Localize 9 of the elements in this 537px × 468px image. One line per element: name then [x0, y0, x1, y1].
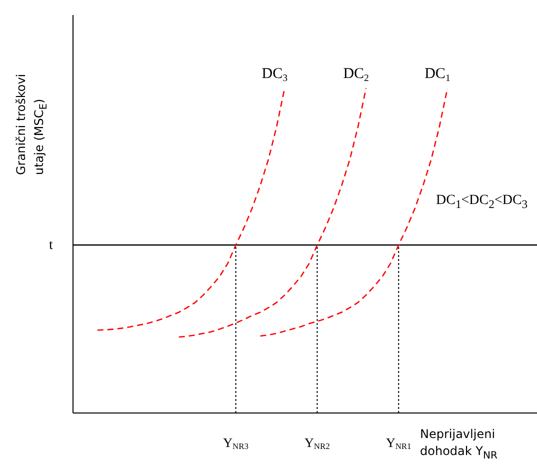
series-label: DC$_{3}$ — [262, 66, 288, 84]
annotation: DC$_{1}$<DC$_{2}$<DC$_{3}$ — [436, 193, 528, 211]
x-tick-label: Y$_{NR1}$ — [386, 435, 412, 451]
series-label: DC$_{2}$ — [343, 66, 370, 84]
x-axis-title: Neprijavljeni dohodak Y$_{NR}$ — [420, 426, 498, 464]
x-tick-label: Y$_{NR2}$ — [304, 435, 330, 451]
series-label: DC$_{1}$ — [424, 66, 450, 84]
ref-line-label: t — [49, 238, 54, 254]
x-tick-label: Y$_{NR3}$ — [223, 435, 248, 451]
